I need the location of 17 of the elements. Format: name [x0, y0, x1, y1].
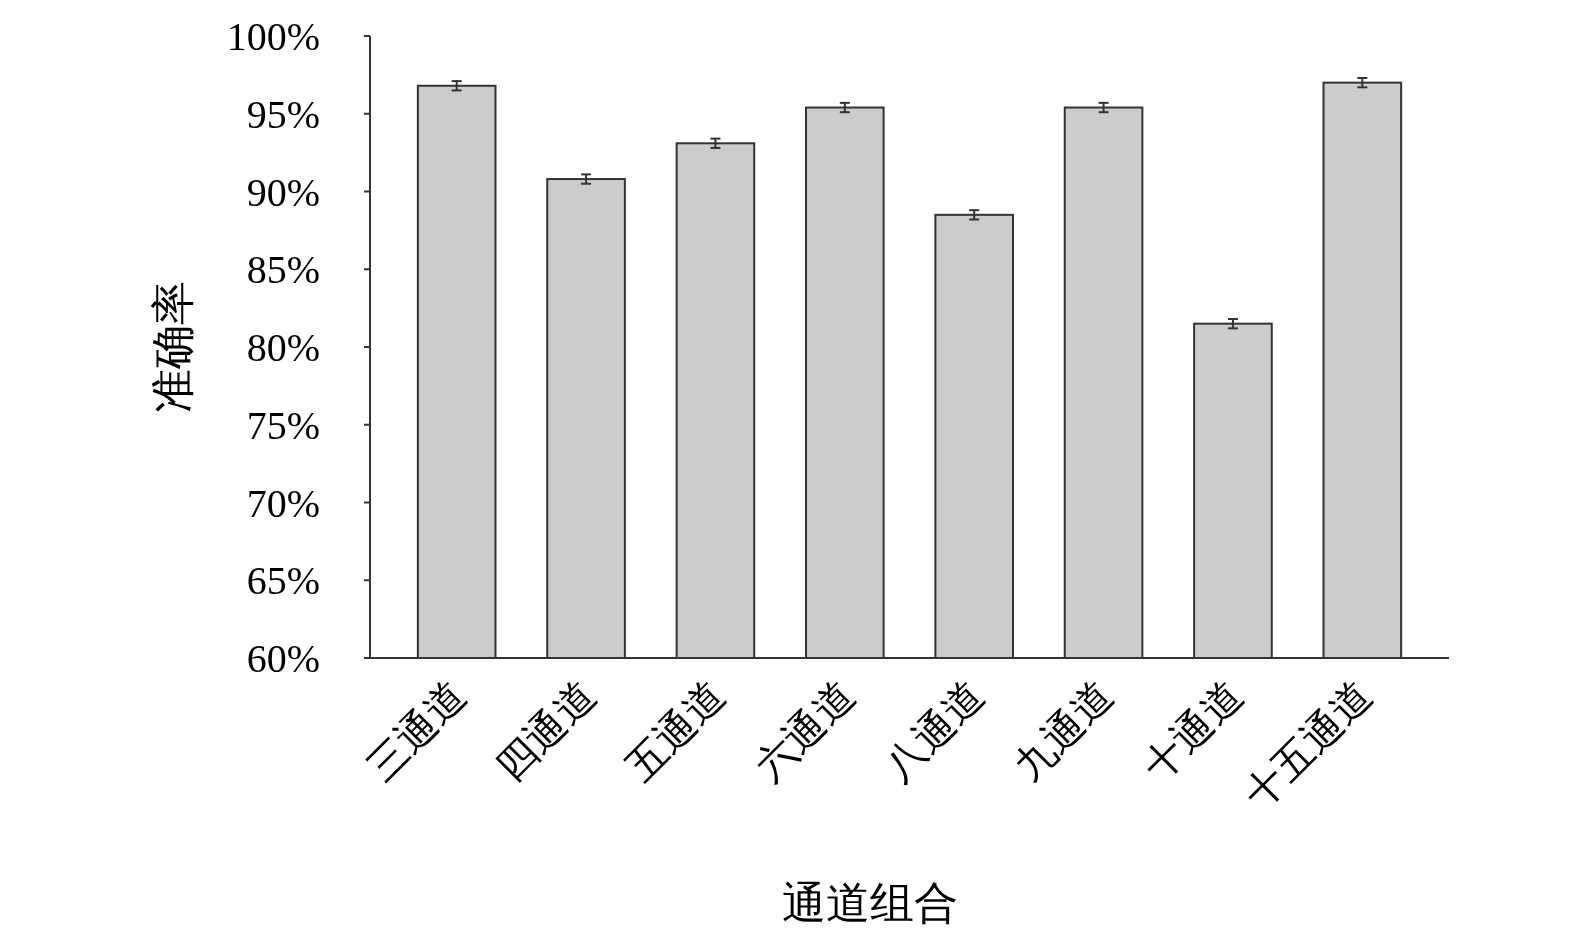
x-tick-label: 五通道	[617, 672, 734, 790]
y-axis-title: 准确率	[149, 281, 198, 413]
x-tick-label: 九通道	[1005, 672, 1122, 790]
y-tick-label: 95%	[246, 91, 320, 137]
y-tick-label: 100%	[226, 14, 320, 59]
y-tick-label: 70%	[246, 480, 320, 526]
x-tick-label: 六通道	[746, 672, 864, 790]
y-tick-label: 85%	[246, 247, 320, 293]
y-tick-label: 80%	[246, 325, 320, 370]
x-tick-label: 三通道	[358, 672, 476, 790]
x-tick-label: 四通道	[487, 672, 605, 790]
y-tick-label: 90%	[246, 169, 320, 215]
y-tick-label: 75%	[246, 402, 320, 448]
y-tick-label: 60%	[246, 636, 320, 681]
y-tick-label: 65%	[246, 558, 320, 604]
x-tick-label: 八通道	[875, 672, 993, 790]
x-axis-title: 通道组合	[781, 879, 958, 928]
